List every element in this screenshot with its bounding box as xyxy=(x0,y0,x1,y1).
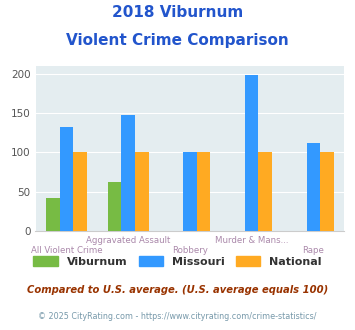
Bar xyxy=(108,182,121,231)
Bar xyxy=(121,115,135,231)
Legend: Viburnum, Missouri, National: Viburnum, Missouri, National xyxy=(33,256,322,267)
Text: Aggravated Assault: Aggravated Assault xyxy=(86,236,170,245)
Bar xyxy=(46,198,60,231)
Bar xyxy=(183,152,197,231)
Text: All Violent Crime: All Violent Crime xyxy=(31,246,102,255)
Text: Rape: Rape xyxy=(302,246,324,255)
Text: Compared to U.S. average. (U.S. average equals 100): Compared to U.S. average. (U.S. average … xyxy=(27,285,328,295)
Bar xyxy=(245,75,258,231)
Bar xyxy=(320,152,334,231)
Bar xyxy=(197,152,210,231)
Bar xyxy=(135,152,148,231)
Text: Murder & Mans...: Murder & Mans... xyxy=(215,236,289,245)
Text: Violent Crime Comparison: Violent Crime Comparison xyxy=(66,33,289,48)
Text: Robbery: Robbery xyxy=(172,246,208,255)
Bar xyxy=(307,143,320,231)
Bar xyxy=(73,152,87,231)
Bar xyxy=(258,152,272,231)
Text: 2018 Viburnum: 2018 Viburnum xyxy=(112,5,243,20)
Text: © 2025 CityRating.com - https://www.cityrating.com/crime-statistics/: © 2025 CityRating.com - https://www.city… xyxy=(38,312,317,321)
Bar xyxy=(60,127,73,231)
